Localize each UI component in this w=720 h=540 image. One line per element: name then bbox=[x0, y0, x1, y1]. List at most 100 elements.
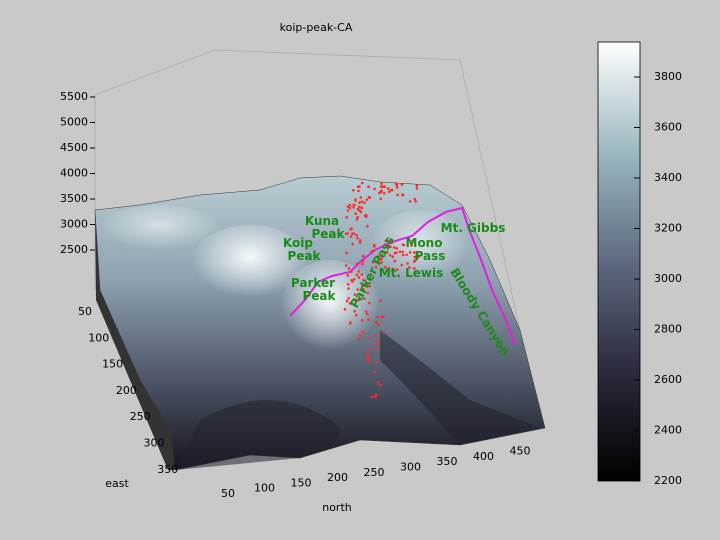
gps-point bbox=[387, 190, 391, 194]
gps-point bbox=[376, 323, 380, 326]
axis-box bbox=[94, 49, 521, 331]
gps-points bbox=[343, 181, 420, 399]
gps-point bbox=[367, 185, 370, 189]
place-label: Parker Peak bbox=[291, 276, 337, 303]
gps-point bbox=[356, 236, 359, 240]
gps-point bbox=[366, 224, 369, 228]
colorbar bbox=[597, 41, 641, 482]
gps-point bbox=[395, 186, 399, 189]
gps-point bbox=[358, 209, 361, 212]
gps-point bbox=[363, 201, 366, 204]
gps-point bbox=[400, 183, 404, 186]
north-tick-label: 400 bbox=[473, 450, 494, 463]
gps-point bbox=[390, 240, 394, 244]
gps-point bbox=[353, 310, 357, 313]
colorbar-tick-label: 3400 bbox=[654, 171, 682, 184]
z-tick-label: 5500 bbox=[60, 90, 88, 103]
place-label: Koip Peak bbox=[283, 236, 322, 263]
gps-point bbox=[345, 299, 349, 303]
gps-point bbox=[388, 239, 391, 243]
gps-point bbox=[361, 330, 365, 334]
gps-point bbox=[415, 187, 419, 190]
gps-point bbox=[358, 334, 362, 337]
gps-point bbox=[347, 287, 350, 290]
gps-point bbox=[349, 235, 353, 238]
place-label-line: Mt. Lewis bbox=[379, 266, 444, 280]
east-tick-label: 250 bbox=[130, 410, 151, 423]
gps-point bbox=[367, 196, 371, 199]
gps-point bbox=[370, 395, 374, 399]
east-tick-label: 100 bbox=[88, 331, 109, 344]
north-tick-label: 300 bbox=[400, 461, 421, 474]
gps-point bbox=[348, 206, 352, 210]
gps-point bbox=[370, 250, 374, 253]
gps-point bbox=[345, 251, 349, 255]
gps-point bbox=[408, 251, 412, 254]
gps-point bbox=[343, 307, 347, 311]
gps-point bbox=[358, 205, 361, 209]
gps-point bbox=[383, 265, 387, 269]
chart-title: koip-peak-CA bbox=[280, 21, 353, 34]
gps-point bbox=[355, 218, 359, 221]
north-tick-label: 250 bbox=[364, 466, 385, 479]
gps-point bbox=[368, 301, 371, 305]
gps-point bbox=[380, 260, 383, 264]
gps-point bbox=[376, 315, 379, 319]
gps-point bbox=[400, 263, 404, 267]
gps-point bbox=[378, 254, 382, 258]
gps-point bbox=[357, 276, 361, 279]
gps-point bbox=[393, 259, 397, 263]
gps-point bbox=[367, 359, 370, 363]
gps-point bbox=[352, 206, 355, 209]
place-label-line: Mono bbox=[406, 236, 443, 250]
gps-point bbox=[395, 247, 399, 250]
gps-point bbox=[352, 278, 356, 281]
gps-point bbox=[347, 267, 351, 270]
gps-point bbox=[365, 281, 368, 285]
gps-point bbox=[382, 315, 385, 318]
gps-point bbox=[347, 297, 350, 300]
gps-point bbox=[346, 209, 350, 212]
gps-point bbox=[362, 288, 365, 291]
east-label: east bbox=[105, 477, 129, 490]
gps-point bbox=[365, 198, 369, 201]
gps-point bbox=[361, 283, 364, 287]
gps-point bbox=[357, 189, 360, 193]
z-tick-label: 2500 bbox=[60, 243, 88, 256]
gps-point bbox=[401, 193, 404, 197]
north-tick-label: 100 bbox=[254, 482, 275, 495]
gps-point bbox=[392, 268, 395, 272]
gps-point bbox=[351, 242, 355, 246]
z-tick-label: 3000 bbox=[60, 218, 88, 231]
gps-point bbox=[350, 278, 353, 282]
gps-point bbox=[348, 321, 352, 324]
gps-point bbox=[383, 185, 387, 189]
gps-point bbox=[380, 189, 383, 193]
colorbar-tick-label: 2800 bbox=[654, 323, 682, 336]
gps-point bbox=[379, 383, 382, 387]
north-label: north bbox=[322, 501, 352, 514]
east-tick-label: 150 bbox=[102, 358, 123, 371]
gps-point bbox=[413, 267, 416, 270]
gps-point bbox=[391, 255, 395, 258]
z-tick-label: 4500 bbox=[60, 141, 88, 154]
gps-point bbox=[373, 187, 376, 191]
gps-point bbox=[385, 245, 389, 249]
gps-point bbox=[388, 245, 392, 248]
gps-point bbox=[375, 360, 379, 364]
place-label: Kuna Peak bbox=[305, 214, 346, 241]
gps-point bbox=[393, 252, 397, 255]
gps-point bbox=[390, 188, 394, 192]
gps-point bbox=[345, 216, 348, 219]
gps-point bbox=[402, 243, 406, 247]
gps-point bbox=[367, 318, 370, 321]
gps-point bbox=[386, 187, 390, 190]
gps-point bbox=[371, 260, 375, 264]
gps-point bbox=[364, 310, 368, 313]
gps-point bbox=[365, 312, 369, 316]
gps-point bbox=[379, 299, 382, 302]
gps-point bbox=[373, 370, 377, 374]
gps-point bbox=[415, 184, 419, 188]
place-label-line: Kuna bbox=[305, 214, 339, 228]
gps-point bbox=[381, 185, 385, 189]
